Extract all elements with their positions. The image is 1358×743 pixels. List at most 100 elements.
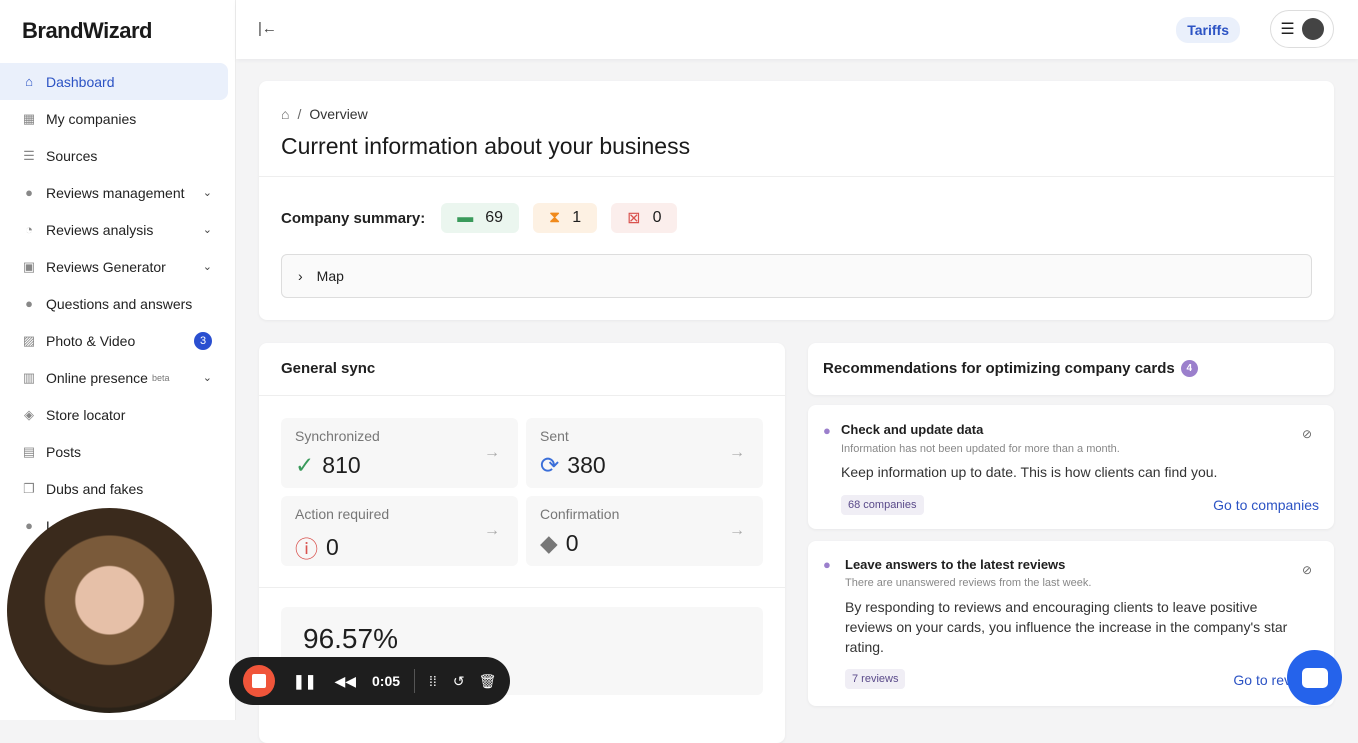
chats-icon: ●: [25, 296, 33, 311]
location-pin-icon: ●: [823, 423, 831, 438]
page-title: Current information about your business: [281, 133, 691, 159]
closed-companies-pill[interactable]: ⊠ 0: [611, 203, 678, 233]
sidebar-item-online-presence[interactable]: ▥ Online presence beta ⌄: [0, 359, 228, 396]
recommendations-header: Recommendations for optimizing company c…: [808, 343, 1334, 395]
arrow-right-icon: →: [484, 522, 500, 539]
sidebar-item-questions[interactable]: ● Questions and answers: [0, 285, 228, 322]
grid-icon[interactable]: ⁞⁞: [429, 673, 437, 689]
rec-body: Keep information up to date. This is how…: [841, 464, 1218, 480]
chat-icon: [1301, 667, 1328, 688]
beta-label: beta: [151, 372, 170, 383]
tile-value: 380: [567, 452, 606, 478]
tile-label: Sent: [540, 428, 569, 444]
rec-title: Check and update data: [841, 422, 984, 437]
recording-toolbar: ❚❚ ◀◀ 0:05 ⁞⁞ ↺ 🗑: [229, 657, 510, 705]
trash-icon[interactable]: 🗑: [478, 672, 497, 689]
percent-value: 96.57%: [303, 623, 398, 654]
chat-widget-button[interactable]: [1287, 650, 1342, 705]
recording-time: 0:05: [372, 673, 401, 689]
image-icon: ▨: [22, 332, 36, 348]
newspaper-icon: ▤: [22, 443, 36, 459]
section-title: Recommendations for optimizing company c…: [823, 360, 1175, 377]
rec-title: Leave answers to the latest reviews: [845, 557, 1066, 572]
tariffs-button[interactable]: Tariffs: [1176, 17, 1240, 43]
rec-subtitle: There are unanswered reviews from the la…: [845, 577, 1092, 589]
sidebar-nav: ⌂ Dashboard ▦ My companies ☰ Sources ● Revie…: [0, 63, 228, 544]
summary-label: Company summary:: [281, 209, 426, 227]
active-companies-pill[interactable]: ▬ 69: [441, 203, 520, 233]
tile-label: Synchronized: [295, 428, 380, 444]
label: Dashboard: [46, 73, 115, 90]
divider: [259, 587, 785, 588]
arrow-right-icon: →: [729, 444, 745, 461]
count-badge: 3: [194, 331, 212, 350]
recommendation-card: ● Check and update data Information has …: [808, 405, 1334, 529]
separator: /: [297, 106, 302, 122]
tile-value: 810: [322, 452, 361, 478]
sidebar-item-reviews-analysis[interactable]: ◔ Reviews analysis ⌄: [0, 211, 228, 248]
check-circle-icon: ✓: [295, 452, 315, 478]
value: 1: [572, 209, 582, 226]
collapse-sidebar-icon[interactable]: |←: [258, 20, 277, 37]
arrow-right-icon: →: [484, 444, 500, 461]
label: Online presence: [46, 369, 148, 386]
recommendation-card: ● Leave answers to the latest reviews Th…: [808, 541, 1334, 706]
rec-body: By responding to reviews and encouraging…: [845, 599, 1288, 655]
top-header: |← Tariffs ☰: [236, 0, 1358, 59]
chevron-down-icon: ⌄: [202, 224, 212, 236]
tile-synchronized[interactable]: Synchronized ✓ 810 →: [281, 418, 518, 488]
pie-chart-icon: ◔: [25, 222, 33, 237]
section-title: General sync: [281, 360, 376, 377]
chevron-down-icon: ⌄: [202, 261, 212, 273]
stop-recording-button[interactable]: [243, 665, 275, 697]
tile-label: Action required: [295, 506, 390, 522]
home-icon[interactable]: ⌂: [281, 106, 290, 122]
map-accordion[interactable]: › Map: [281, 254, 1312, 298]
user-menu-button[interactable]: ☰: [1270, 10, 1334, 48]
rewind-icon[interactable]: ◀◀: [334, 672, 357, 689]
divider: [259, 395, 785, 396]
value: 69: [485, 209, 504, 226]
sidebar-item-store-locator[interactable]: ◈ Store locator: [0, 396, 228, 433]
webcam-overlay[interactable]: [7, 508, 212, 713]
sidebar-item-dubs-fakes[interactable]: ❐ Dubs and fakes: [0, 470, 228, 507]
sidebar-item-dashboard[interactable]: ⌂ Dashboard: [0, 63, 228, 100]
avatar-icon: [1301, 18, 1324, 40]
home-icon: ⌂: [25, 74, 33, 89]
sidebar-item-reviews-management[interactable]: ● Reviews management ⌄: [0, 174, 228, 211]
company-summary: Company summary: ▬ 69 ⧗ 1 ⊠ 0: [281, 203, 678, 233]
store-icon: ▬: [457, 209, 474, 226]
breadcrumb-current: Overview: [309, 106, 368, 122]
bar-chart-icon: ▥: [22, 369, 36, 385]
chevron-right-icon: ›: [298, 268, 303, 284]
rec-subtitle: Information has not been updated for mor…: [841, 443, 1120, 455]
eye-off-icon[interactable]: ⊘: [1301, 563, 1312, 577]
star-badge-icon: ▣: [22, 258, 36, 274]
label: My companies: [46, 110, 137, 127]
pending-companies-pill[interactable]: ⧗ 1: [533, 203, 598, 233]
label: Posts: [46, 443, 82, 460]
map-label: Map: [316, 268, 344, 284]
label: Reviews Generator: [46, 258, 166, 275]
tile-confirmation[interactable]: Confirmation ◆ 0 →: [526, 496, 763, 566]
breadcrumb: ⌂ / Overview: [281, 106, 368, 122]
pause-icon[interactable]: ❚❚: [293, 672, 317, 689]
eye-off-icon[interactable]: ⊘: [1301, 427, 1312, 441]
sidebar-item-posts[interactable]: ▤ Posts: [0, 433, 228, 470]
label: Reviews management: [46, 184, 185, 201]
restart-icon[interactable]: ↺: [452, 672, 465, 689]
go-to-companies-link[interactable]: Go to companies: [1213, 497, 1319, 513]
arrow-right-icon: →: [729, 522, 745, 539]
brand-logo[interactable]: BrandWizard: [22, 18, 152, 43]
chevron-down-icon: ⌄: [202, 187, 212, 199]
sidebar-item-sources[interactable]: ☰ Sources: [0, 137, 228, 174]
sidebar-item-reviews-generator[interactable]: ▣ Reviews Generator ⌄: [0, 248, 228, 285]
label: Reviews analysis: [46, 221, 154, 238]
label: Photo & Video: [46, 332, 136, 349]
label: Dubs and fakes: [46, 480, 144, 497]
sidebar-item-my-companies[interactable]: ▦ My companies: [0, 100, 228, 137]
tile-action-required[interactable]: Action required ⓘ 0 →: [281, 496, 518, 566]
sidebar-item-photo-video[interactable]: ▨ Photo & Video 3: [0, 322, 228, 359]
tile-sent[interactable]: Sent ⟳ 380 →: [526, 418, 763, 488]
copy-icon: ❐: [23, 480, 35, 496]
